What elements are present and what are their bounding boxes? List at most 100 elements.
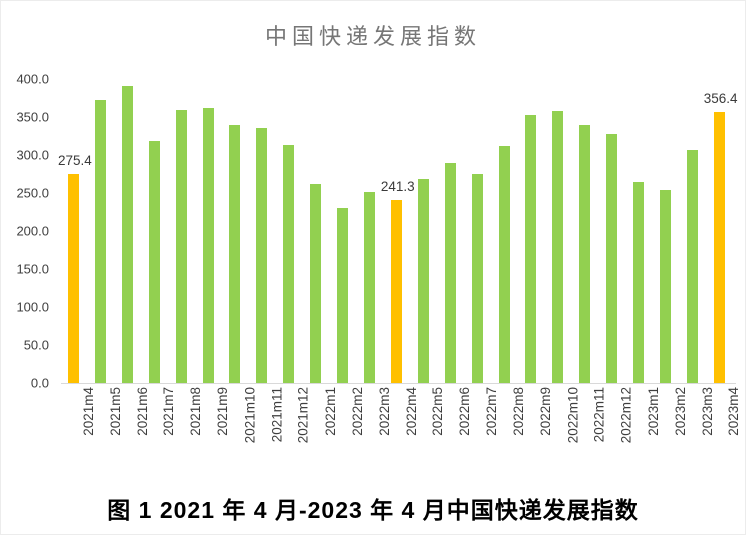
y-axis-tick-label: 350.0 [16,109,49,125]
x-axis-label-2021m8: 2021m8 [188,387,204,436]
bar-2023m3 [686,149,698,383]
x-tick-2022m3: 2022m3 [364,387,391,469]
x-tick-2023m2: 2023m2 [660,387,687,469]
bar-column-2021m6 [121,79,133,383]
x-axis-label-2021m10: 2021m10 [241,387,257,444]
bar-2021m10 [229,124,241,383]
bar-2022m7 [471,174,483,383]
bar-column-2022m11 [579,79,591,383]
bar-column-2022m12 [606,79,618,383]
x-axis-label-2022m12: 2022m12 [618,387,634,444]
bar-2022m9 [525,114,537,383]
bar-column-2022m9 [525,79,537,383]
x-axis-label-2021m7: 2021m7 [161,387,177,436]
y-axis-tick-label: 400.0 [16,71,49,87]
x-axis-label-2022m9: 2022m9 [537,387,553,436]
x-axis-label-2022m7: 2022m7 [484,387,500,436]
bar-column-2022m2 [337,79,349,383]
x-axis-label-2021m9: 2021m9 [215,387,231,436]
plot-area: 275.4 241.3 356.4 [58,79,738,384]
bar-2022m3 [363,192,375,383]
bar-column-2023m2 [659,79,671,383]
bar-2022m10 [552,110,564,383]
x-tick-2022m2: 2022m2 [337,387,365,469]
bar-2021m6 [121,85,133,383]
y-axis-tick-label: 250.0 [16,185,49,201]
bar-2023m2 [659,189,671,383]
bar-column-2022m1 [310,79,322,383]
x-axis-label-2022m11: 2022m11 [591,387,607,443]
x-tick-2023m1: 2023m1 [633,387,661,469]
bar-column-2022m8 [498,79,510,383]
x-axis-label-2023m4: 2023m4 [726,387,742,436]
x-tick-2021m5: 2021m5 [95,387,122,469]
bar-column-2021m12 [283,79,295,383]
x-tick-2023m3: 2023m3 [687,387,714,469]
bar-column-2021m11 [256,79,268,383]
bar-column-2022m7 [471,79,483,383]
x-tick-2022m1: 2022m1 [310,387,338,469]
figure-caption: 图 1 2021 年 4 月-2023 年 4 月中国快递发展指数 [107,497,639,523]
bar-column-2021m10 [229,79,241,383]
x-axis-label-2023m1: 2023m1 [645,387,661,436]
bar-2023m1 [633,181,645,383]
bar-2021m4 [68,173,79,383]
x-tick-2022m5: 2022m5 [418,387,445,469]
x-tick-2022m4: 2022m4 [391,387,418,469]
bar-2022m6 [444,162,456,383]
x-tick-2022m9: 2022m9 [525,387,553,469]
x-tick-2021m7: 2021m7 [149,387,176,469]
bar-2021m7 [148,141,160,383]
data-label-2022m4: 241.3 [380,178,415,194]
x-axis-label-2023m3: 2023m3 [699,387,715,436]
x-tick-2021m10: 2021m10 [229,387,257,469]
bar-column-2022m6 [444,79,456,383]
y-axis-tick-label: 50.0 [23,337,49,353]
x-tick-2021m4: 2021m4 [68,387,96,469]
x-tick-2021m8: 2021m8 [176,387,203,469]
bar-2021m9 [202,107,214,383]
x-tick-2022m11: 2022m11 [579,387,607,469]
bar-2022m1 [310,183,322,383]
x-tick-2022m8: 2022m8 [499,387,526,469]
bar-column-2022m10 [552,79,564,383]
x-axis-label-2021m5: 2021m5 [107,387,123,436]
x-axis: 2021m4 2021m5 2021m6 2021m7 2021m8 2021m9 2021… [61,387,742,469]
bar-column-2021m8 [175,79,187,383]
bar-column-2022m5 [417,79,429,383]
bar-column-2021m7 [148,79,160,383]
data-label-2023m4: 356.4 [703,91,738,107]
x-axis-label-2021m12: 2021m12 [295,387,311,444]
bar-column-2023m4: 356.4 [704,79,738,383]
bar-2022m4 [390,199,402,383]
y-axis-tick-label: 0.0 [30,375,49,391]
bar-column-2022m3 [363,79,375,383]
x-axis-label-2022m2: 2022m2 [349,387,365,436]
bar-column-2023m3 [686,79,698,383]
x-tick-2022m7: 2022m7 [472,387,499,469]
y-axis: 400.0 350.0 300.0 250.0 200.0 150.0 100.0 50.0 0… [9,72,49,391]
x-axis-label-2021m4: 2021m4 [80,387,96,436]
bar-2023m4 [713,112,725,383]
x-axis-label-2022m10: 2022m10 [564,387,580,444]
x-axis-label-2022m6: 2022m6 [457,387,473,436]
bar-column-2021m4: 275.4 [58,79,92,383]
bar-2021m12 [283,145,295,383]
x-tick-2021m6: 2021m6 [122,387,149,469]
bar-2022m11 [579,124,591,383]
bar-2022m5 [417,178,429,383]
y-axis-tick-label: 100.0 [16,299,49,315]
bar-2021m11 [256,127,268,383]
bar-2022m2 [337,208,349,383]
x-tick-2021m9: 2021m9 [203,387,230,469]
bar-column-2021m9 [202,79,214,383]
x-tick-2022m12: 2022m12 [606,387,634,469]
x-tick-2023m4: 2023m4 [714,387,741,469]
x-axis-label-2022m4: 2022m4 [403,387,419,436]
y-axis-tick-label: 200.0 [16,223,49,239]
x-tick-2021m11: 2021m11 [256,387,284,469]
x-axis-label-2022m8: 2022m8 [511,387,526,436]
x-axis-label-2023m2: 2023m2 [672,387,688,436]
x-tick-2022m6: 2022m6 [445,387,472,469]
chart-title: 中国快递发展指数 [264,25,481,50]
